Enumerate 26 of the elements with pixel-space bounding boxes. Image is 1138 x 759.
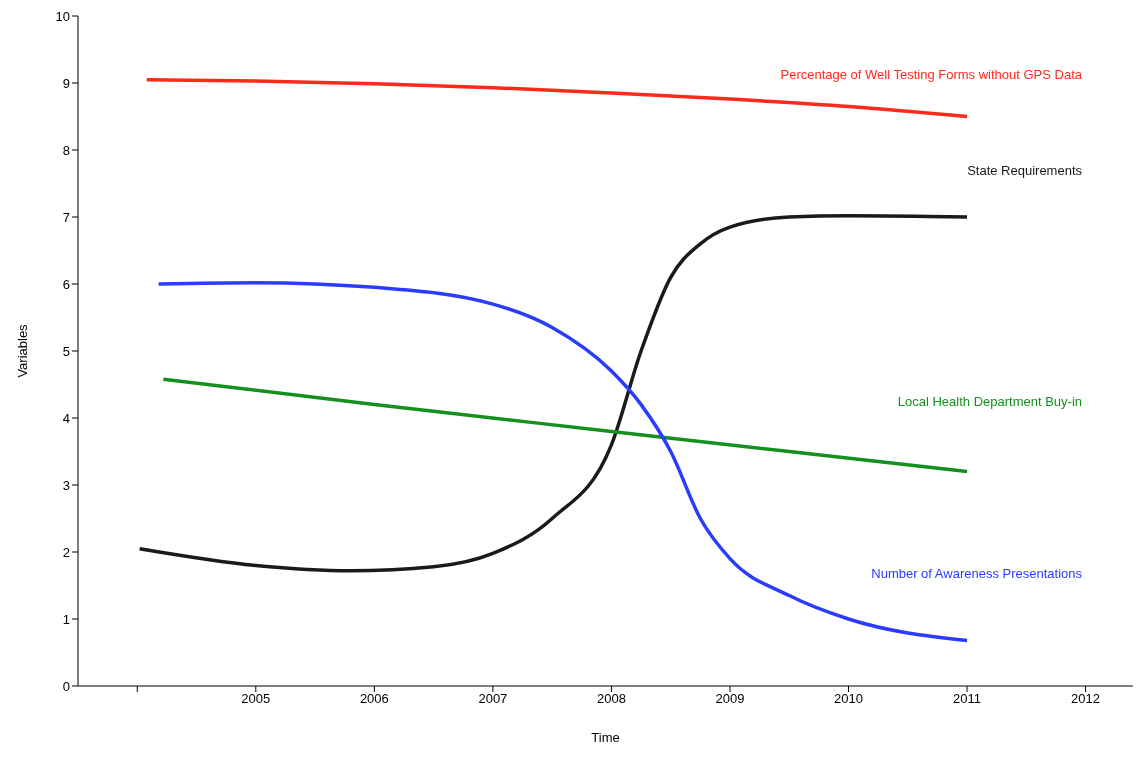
x-tick-label: 2008 bbox=[596, 691, 626, 707]
y-tick-label: 1 bbox=[62, 611, 70, 627]
text: Number of Awareness Presentations bbox=[871, 566, 1083, 582]
y-tick-label: 9 bbox=[62, 75, 70, 91]
x-tick-label: 2006 bbox=[359, 691, 389, 707]
line-series bbox=[161, 377, 969, 474]
series-label: Percentage of Well Testing Forms without GPS Data bbox=[780, 66, 1083, 82]
y-tick-label: 10 bbox=[55, 8, 70, 24]
y-tick-label: 2 bbox=[62, 544, 70, 560]
y-tick-label: 7 bbox=[62, 209, 70, 225]
text: State Requirements bbox=[967, 163, 1083, 178]
y-tick-label: 4 bbox=[62, 410, 70, 426]
x-tick-label: 2007 bbox=[478, 691, 508, 707]
x-tick-label: 2005 bbox=[241, 691, 271, 707]
text: Local Health Department Buy-in bbox=[897, 393, 1083, 409]
y-tick-label: 0 bbox=[62, 678, 70, 694]
y-tick-label: 6 bbox=[62, 276, 70, 292]
x-tick-label: 2010 bbox=[834, 691, 863, 707]
x-tick-label: 2012 bbox=[1071, 691, 1101, 707]
x-tick-label: 2011 bbox=[953, 691, 982, 707]
x-tick-label: 2009 bbox=[715, 691, 745, 707]
x-axis-title: Time bbox=[591, 730, 620, 745]
y-tick-label: 5 bbox=[62, 343, 70, 359]
y-tick-label: 3 bbox=[62, 477, 70, 493]
y-tick-label: 8 bbox=[62, 142, 70, 158]
y-axis-title: Variables bbox=[14, 323, 30, 378]
